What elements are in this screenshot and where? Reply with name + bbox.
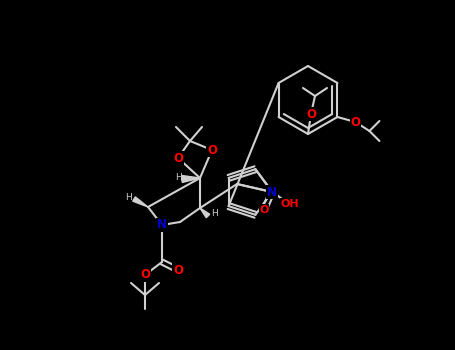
Text: H: H [211,210,217,218]
Polygon shape [200,208,210,218]
Text: OH: OH [281,198,299,209]
Text: N: N [267,186,277,198]
Polygon shape [133,197,148,207]
Text: H: H [125,193,131,202]
Polygon shape [182,177,200,182]
Text: O: O [173,152,183,164]
Text: O: O [140,268,150,281]
Text: O: O [306,107,316,120]
Text: O: O [259,204,269,215]
Text: H: H [175,173,182,182]
Polygon shape [182,175,200,181]
Text: O: O [173,264,183,276]
Text: N: N [157,218,167,231]
Text: O: O [350,116,360,128]
Text: O: O [207,144,217,156]
